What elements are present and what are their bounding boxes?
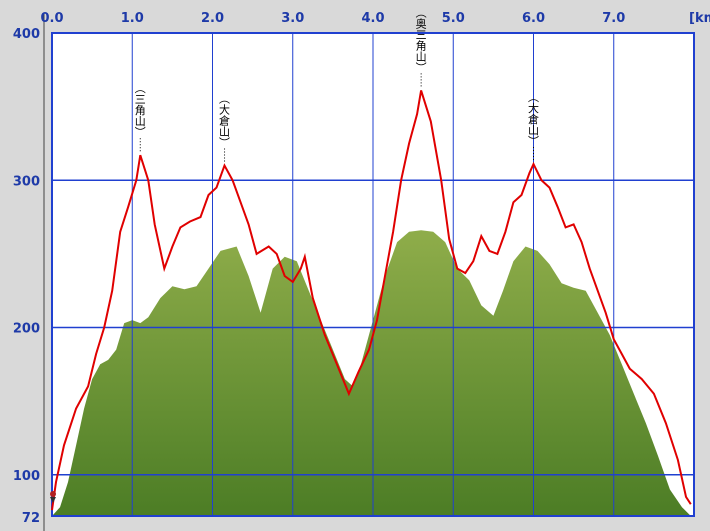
peak-label-close: ︶ [416, 61, 427, 74]
grid-lines [51, 32, 695, 517]
y-tick-label: 72 [22, 511, 40, 526]
x-tick-label: 2.0 [201, 11, 224, 26]
peak-label: ︵大倉山︶ [219, 93, 230, 164]
y-tick-label: 100 [13, 469, 40, 484]
y-tick-label: 300 [13, 174, 40, 189]
peak-label-char: 三 [416, 28, 427, 41]
y-tick-label: 400 [13, 27, 40, 42]
x-tick-label: 7.0 [602, 11, 625, 26]
peak-label-char: 大 [528, 101, 539, 115]
peak-label-char: 山 [219, 126, 230, 139]
y-axis-ticks: 400 300 200 100 72 [13, 27, 40, 526]
peak-label-char: 山 [135, 115, 146, 128]
peak-label-close: ︶ [135, 126, 146, 139]
start-marker-icon [50, 491, 56, 503]
y-tick-label: 200 [13, 322, 40, 337]
x-tick-label: 3.0 [281, 11, 304, 26]
x-axis-ticks: 0.0 1.0 2.0 3.0 4.0 5.0 6.0 7.0 [km [40, 11, 710, 26]
peak-label-char: 角 [416, 39, 427, 52]
x-tick-label: 1.0 [121, 11, 144, 26]
peak-label-open: ︵ [135, 82, 146, 95]
peak-label-char: 三 [135, 93, 146, 106]
ground-profile-area [52, 230, 691, 517]
x-tick-label: 5.0 [442, 11, 465, 26]
peak-label-close: ︶ [528, 135, 539, 148]
x-tick-label: 6.0 [522, 11, 545, 26]
x-tick-label: [km [689, 11, 710, 26]
peak-label-char: 倉 [219, 114, 230, 128]
peak-label-char: 角 [135, 104, 146, 117]
peak-label-open: ︵ [416, 6, 427, 19]
peak-label-open: ︵ [528, 91, 539, 104]
peak-label-char: 奥 [416, 16, 427, 30]
x-tick-label: 0.0 [40, 11, 63, 26]
peak-label: ︵大倉山︶ [528, 91, 539, 163]
peak-label-open: ︵ [219, 93, 230, 106]
peak-label-char: 山 [416, 50, 427, 63]
peak-label-char: 倉 [528, 112, 539, 126]
peak-label: ︵三角山︶ [135, 82, 146, 154]
peak-label-close: ︶ [219, 137, 230, 150]
elevation-line [51, 90, 692, 511]
peak-label-char: 大 [219, 103, 230, 117]
peak-label-char: 山 [528, 124, 539, 137]
x-tick-label: 4.0 [361, 11, 384, 26]
plot-border [51, 32, 695, 517]
